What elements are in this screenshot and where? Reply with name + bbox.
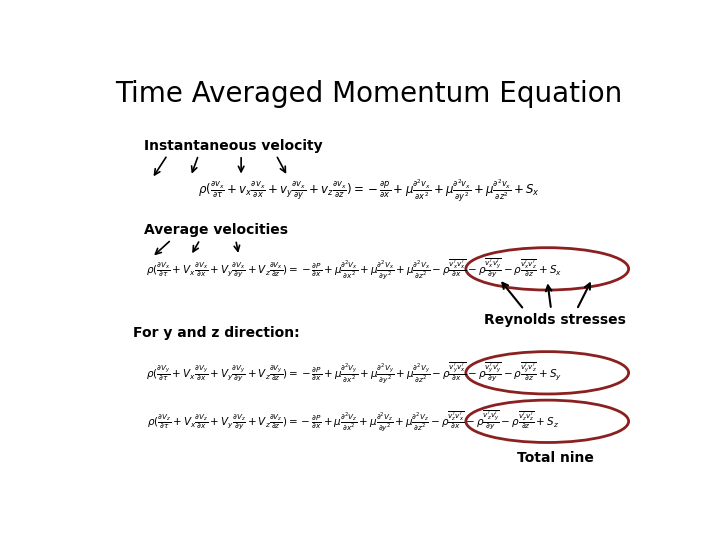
Text: Time Averaged Momentum Equation: Time Averaged Momentum Equation (115, 80, 623, 108)
Text: Average velocities: Average velocities (144, 224, 288, 238)
Text: For y and z direction:: For y and z direction: (132, 326, 300, 340)
Text: $\rho(\frac{\partial v_x}{\partial \tau} + v_x \frac{\partial v_x}{\partial x} +: $\rho(\frac{\partial v_x}{\partial \tau}… (198, 177, 540, 204)
Text: $\rho(\frac{\partial V_y}{\partial \tau} + V_x \frac{\partial V_y}{\partial x} +: $\rho(\frac{\partial V_y}{\partial \tau}… (145, 360, 562, 386)
Text: $\rho(\frac{\partial V_x}{\partial \tau} + V_x \frac{\partial V_x}{\partial x} +: $\rho(\frac{\partial V_x}{\partial \tau}… (145, 256, 562, 281)
Text: Instantaneous velocity: Instantaneous velocity (144, 139, 323, 153)
Text: Reynolds stresses: Reynolds stresses (484, 313, 626, 327)
Text: Total nine: Total nine (516, 450, 593, 464)
Text: $\rho(\frac{\partial V_z}{\partial \tau} + V_x \frac{\partial V_z}{\partial x} +: $\rho(\frac{\partial V_z}{\partial \tau}… (148, 409, 559, 434)
